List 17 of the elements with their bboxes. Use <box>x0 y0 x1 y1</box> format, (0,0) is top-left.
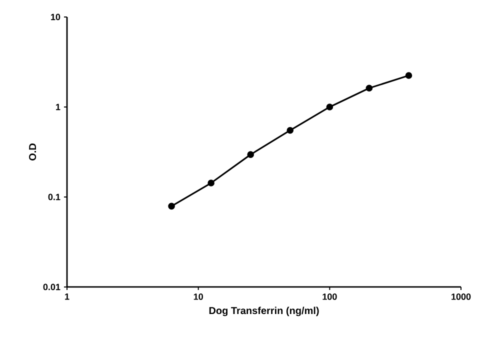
y-tick-label: 0.1 <box>48 194 60 200</box>
point <box>366 84 373 92</box>
x-axis-title: Dog Transferrin (ng/ml) <box>209 306 319 316</box>
y-tick-label: 10 <box>51 14 60 20</box>
y-axis-title: O.D <box>29 144 36 160</box>
point <box>405 72 412 79</box>
point <box>286 126 294 134</box>
x-tick-label: 1 <box>65 294 70 300</box>
point <box>326 104 334 110</box>
point <box>168 202 175 210</box>
point <box>208 180 214 186</box>
y-tick-label: 0.01 <box>43 284 60 290</box>
point <box>247 151 254 158</box>
x-tick-label: 10 <box>194 294 203 300</box>
y-tick-label: 1 <box>56 104 60 110</box>
x-tick-label: 1000 <box>452 294 471 300</box>
x-tick-label: 100 <box>322 294 337 300</box>
